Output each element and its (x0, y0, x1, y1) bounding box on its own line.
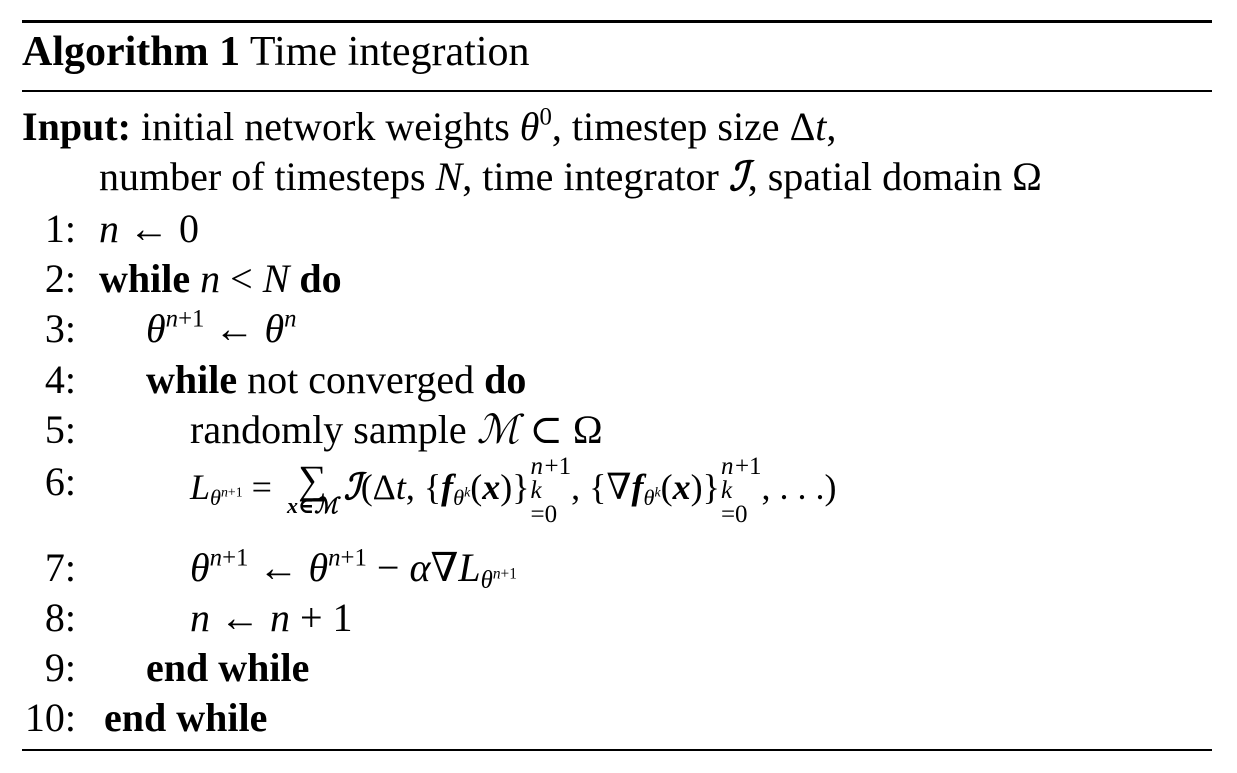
step-4: while not converged do (146, 355, 526, 405)
input-label: Input: (22, 104, 131, 149)
step-5: randomly sample ℳ ⊂ Ω (190, 407, 603, 452)
caption-rule (22, 90, 1212, 92)
line-number-7: 7: (44, 545, 76, 590)
line-number-1: 1: (44, 206, 76, 251)
keyword-do: do (299, 256, 342, 301)
step-5-text: randomly sample (190, 407, 477, 452)
algorithm-caption: Algorithm 1 Time integration (22, 24, 530, 80)
algorithm-label: Algorithm 1 (22, 29, 241, 75)
keyword-while: while (146, 357, 238, 402)
input-text-2c: , spatial domain Ω (747, 154, 1042, 199)
line-number-5: 5: (44, 407, 76, 452)
step-10: end while (104, 695, 268, 740)
step-8: n ← n + 1 (190, 595, 353, 640)
input-text-1a: initial network weights (140, 104, 520, 149)
step-2: while n < N do (99, 256, 342, 301)
line-number-3: 3: (44, 306, 76, 351)
step-3: θn+1 ← θn (146, 305, 297, 351)
step-7: θn+1 ← θn+1 − α∇Lθn+1 (190, 544, 517, 594)
input-text-2b: , time integrator (462, 154, 729, 199)
step-6: Lθn+1 = ∑ x∈ℳ ℐ(Δt, {fθk(x)} n +1 k =0, {∇fθ… (190, 452, 837, 528)
algorithm-title: Time integration (249, 29, 530, 75)
line-number-9: 9: (44, 645, 76, 690)
bottom-rule (22, 749, 1212, 751)
input-line-1: Input: initial network weights θ0, times… (22, 103, 837, 149)
input-line-2: number of timesteps N, time integrator ℐ… (99, 154, 1042, 199)
keyword-while: while (99, 256, 191, 301)
step-1: n ← 0 (99, 206, 199, 251)
input-text-2a: number of timesteps (99, 154, 436, 199)
top-rule (22, 20, 1212, 23)
line-number-2: 2: (44, 256, 76, 301)
input-text-1b: , timestep size (551, 104, 790, 149)
line-number-8: 8: (44, 595, 76, 640)
summation: ∑ x∈ℳ (286, 456, 338, 518)
step-4-text: not converged (237, 357, 485, 402)
keyword-do: do (484, 357, 527, 402)
line-number-6: 6: (44, 459, 76, 504)
line-number-10: 10: (24, 695, 76, 740)
step-9: end while (146, 645, 310, 690)
line-number-4: 4: (44, 357, 76, 402)
